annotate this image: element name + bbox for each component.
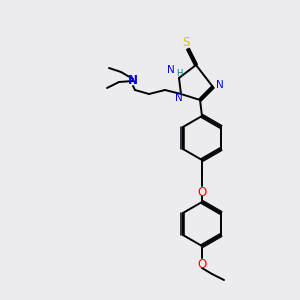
Text: N: N — [167, 65, 175, 75]
Text: O: O — [197, 185, 207, 199]
Text: N: N — [175, 93, 183, 103]
Text: H: H — [176, 70, 182, 79]
Text: N: N — [216, 80, 224, 90]
Text: N: N — [128, 74, 138, 88]
Text: S: S — [182, 35, 190, 49]
Text: O: O — [197, 257, 207, 271]
